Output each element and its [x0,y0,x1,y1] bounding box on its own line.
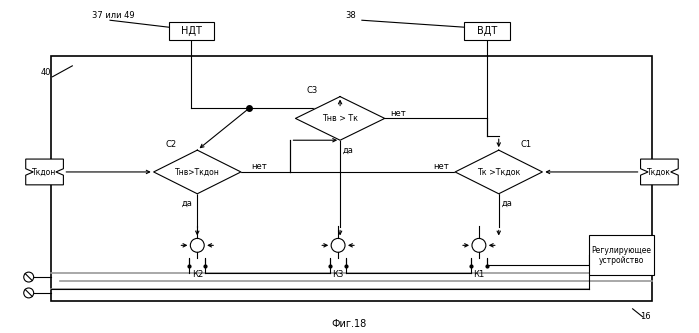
Text: Ткдок: Ткдок [647,167,672,176]
Text: да: да [501,199,512,208]
Bar [464,22,510,40]
Bar [168,22,214,40]
Text: нет: нет [433,163,449,171]
Text: Ткдон: Ткдон [32,167,57,176]
Text: С1: С1 [521,140,532,149]
Polygon shape [296,97,384,140]
Text: Тнв > Тк: Тнв > Тк [322,114,358,123]
PathPatch shape [26,159,64,185]
Bar [50,56,652,301]
Text: К1: К1 [473,270,484,279]
Text: Тнв>Ткдон: Тнв>Ткдон [175,167,219,176]
Polygon shape [455,150,542,194]
Text: Тк >Ткдок: Тк >Ткдок [477,167,521,176]
PathPatch shape [640,159,678,185]
Text: С3: С3 [307,86,318,95]
Polygon shape [154,150,241,194]
Text: С2: С2 [166,140,177,149]
Text: К3: К3 [333,270,344,279]
Text: ВДТ: ВДТ [477,26,497,36]
Text: 37 или 49: 37 или 49 [92,11,135,20]
Text: нет: нет [391,109,406,118]
Text: 40: 40 [41,68,51,77]
Text: 16: 16 [640,312,651,321]
Text: Регулирующее
устройство: Регулирующее устройство [592,245,651,265]
Text: да: да [182,199,193,208]
Text: нет: нет [251,163,266,171]
Text: да: да [343,146,354,155]
Text: К2: К2 [192,270,203,279]
Text: НДТ: НДТ [181,26,202,36]
Text: Фиг.18: Фиг.18 [331,319,367,329]
Text: 38: 38 [345,11,356,20]
Bar [589,235,654,275]
